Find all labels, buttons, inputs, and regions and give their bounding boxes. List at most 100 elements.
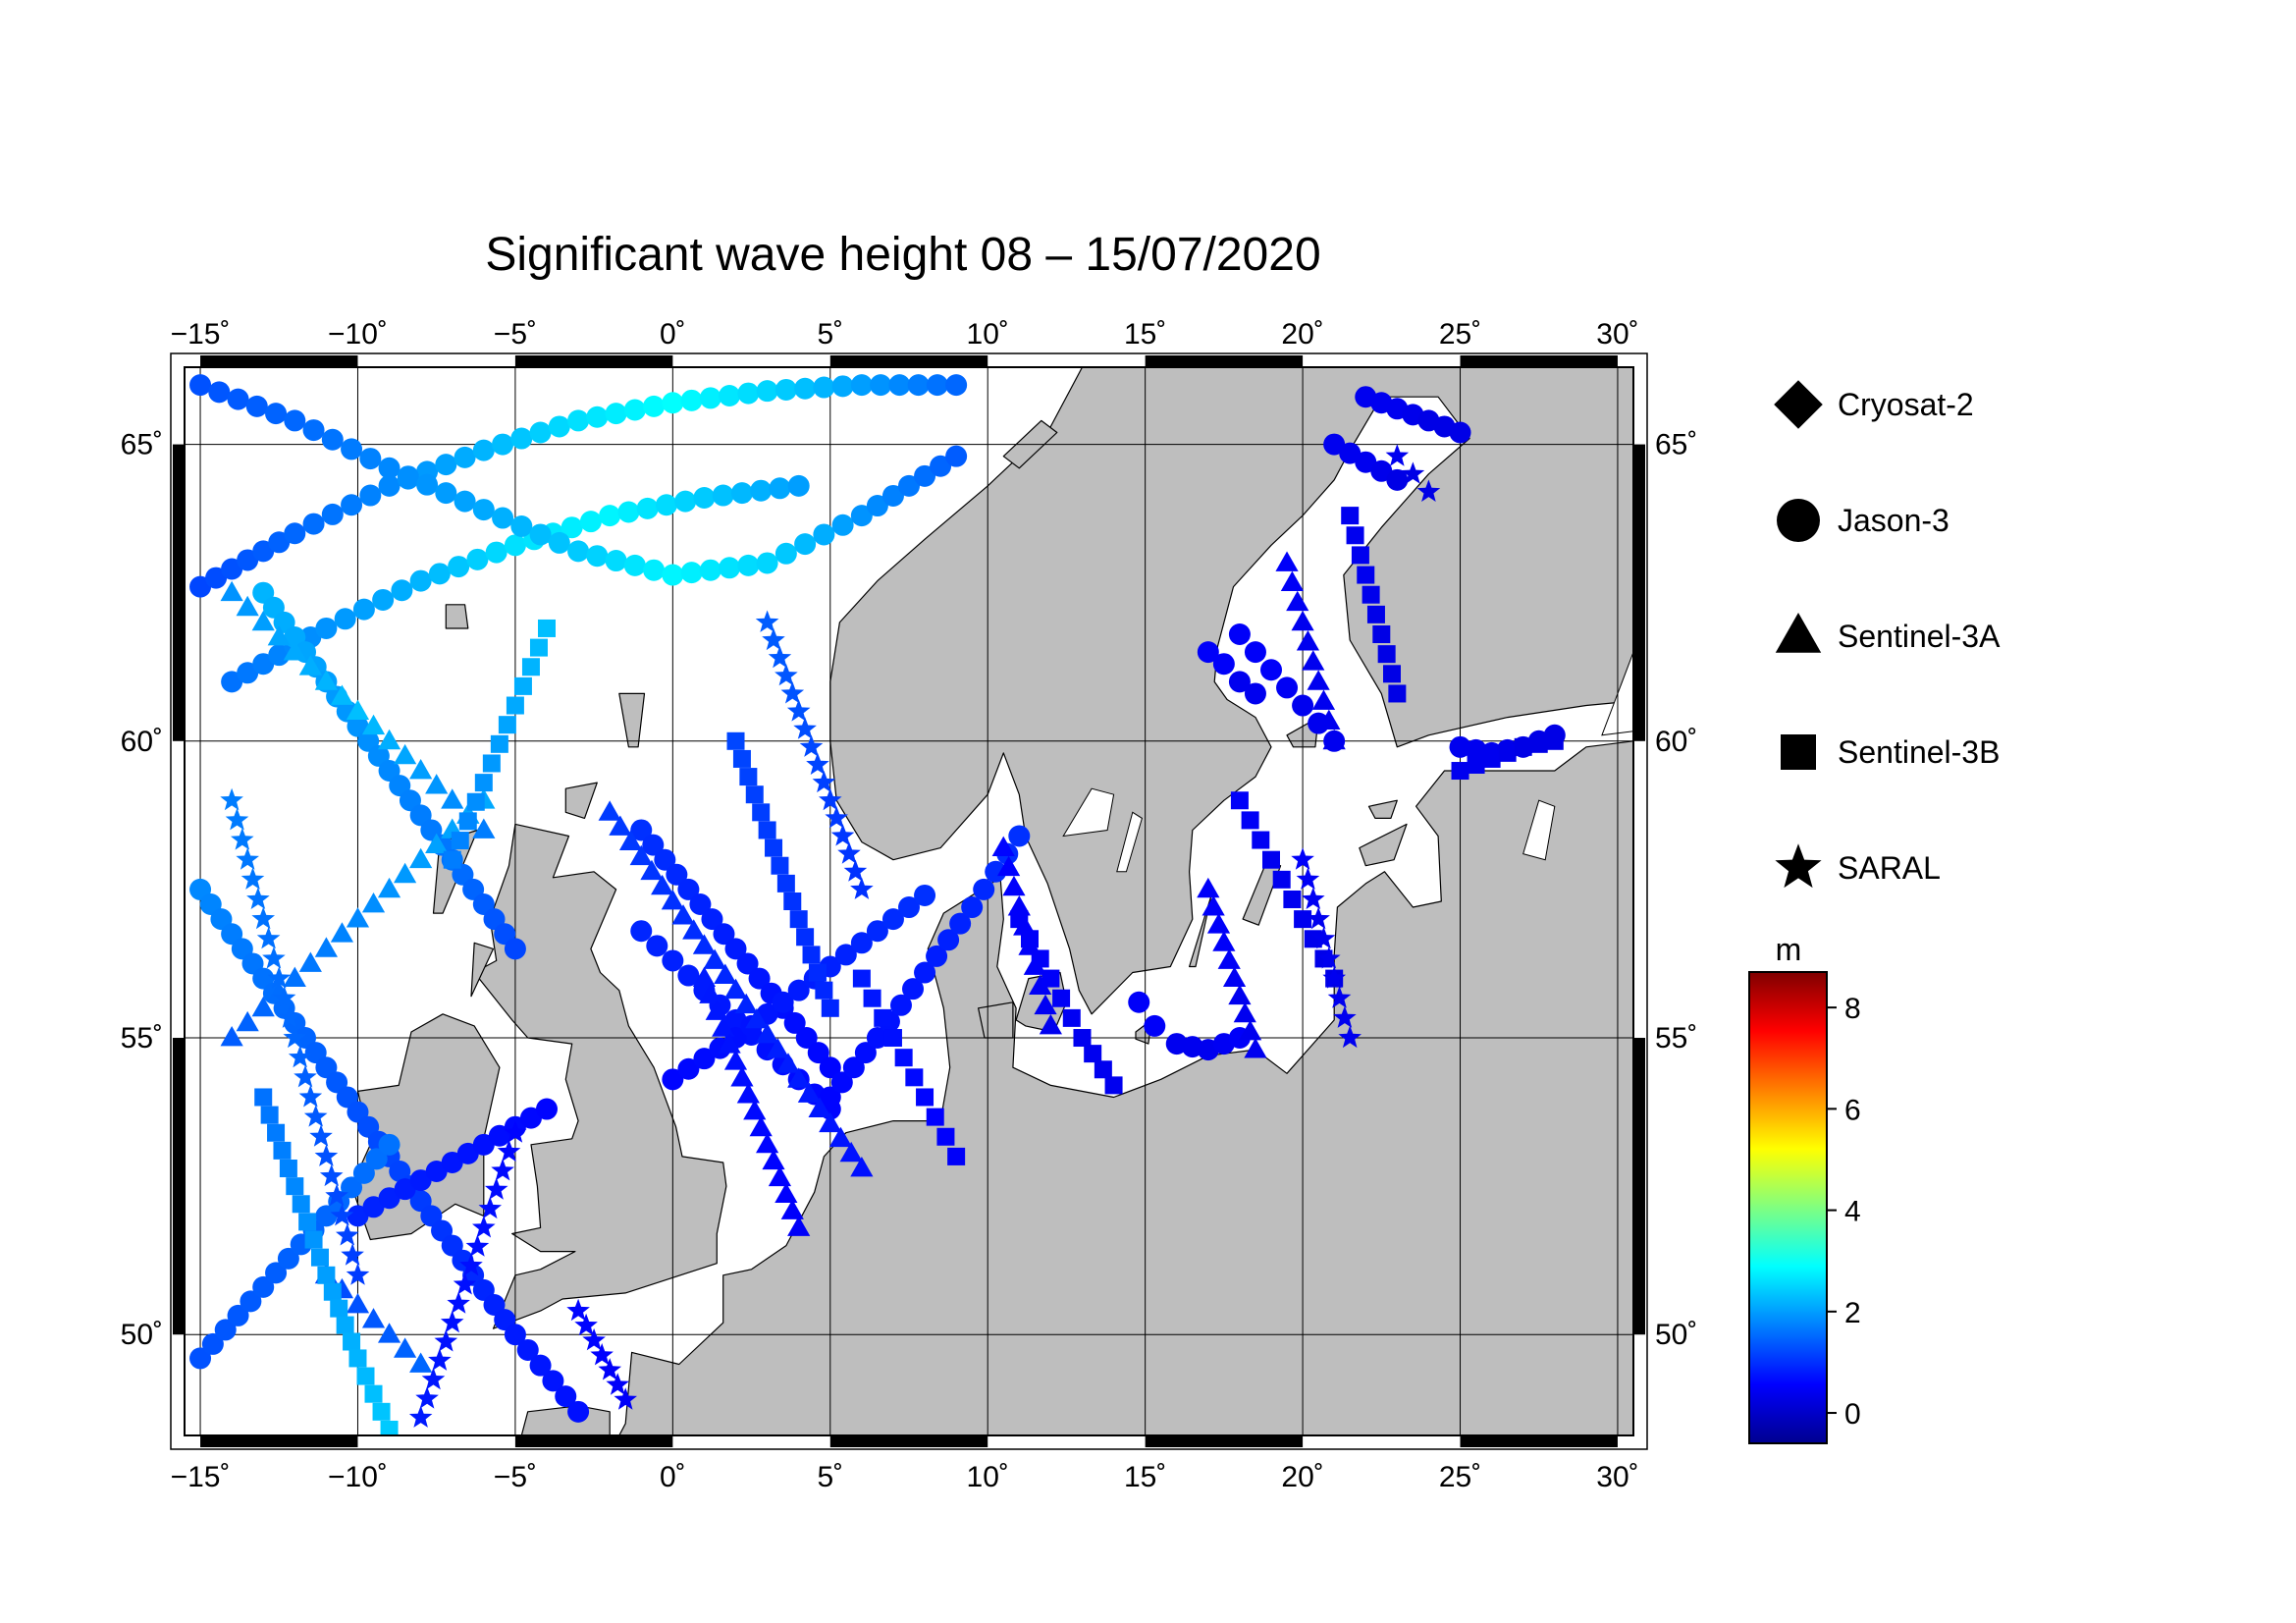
- data-point: [719, 385, 741, 407]
- data-point: [346, 699, 370, 720]
- data-point: [870, 374, 892, 397]
- data-point: [787, 1216, 811, 1236]
- data-point: [599, 505, 621, 527]
- data-point: [1291, 847, 1314, 870]
- data-point: [458, 812, 477, 831]
- data-point: [837, 841, 861, 864]
- data-point: [298, 1213, 317, 1231]
- colorbar-tick-label: 0: [1844, 1398, 1861, 1431]
- data-point: [283, 1025, 307, 1049]
- data-point: [1201, 895, 1225, 916]
- data-point: [945, 445, 968, 467]
- data-point: [1228, 671, 1251, 693]
- data-point: [1545, 731, 1564, 750]
- data-point: [1104, 1076, 1123, 1095]
- data-point: [346, 1293, 370, 1314]
- data-point: [813, 523, 835, 546]
- data-point: [642, 834, 665, 856]
- data-point: [730, 482, 753, 505]
- data-point: [1296, 630, 1320, 651]
- data-point: [734, 993, 758, 1014]
- data-point: [428, 563, 451, 585]
- data-point: [1252, 831, 1270, 849]
- data-point: [854, 1042, 877, 1064]
- data-point: [516, 1338, 539, 1361]
- colorbar-ticks: 0 2 4 6 8: [1827, 993, 1861, 1431]
- legend-item-jason-3: Jason-3: [1777, 499, 1949, 542]
- data-point: [454, 490, 476, 513]
- data-point: [765, 839, 783, 857]
- frame-outline: [170, 352, 1648, 1450]
- data-point: [542, 1370, 564, 1392]
- data-point: [240, 1290, 262, 1313]
- data-point: [1031, 949, 1049, 968]
- data-point: [654, 848, 676, 871]
- data-point: [783, 893, 802, 910]
- data-point: [380, 1420, 399, 1435]
- data-point: [651, 874, 674, 895]
- data-point: [334, 608, 356, 630]
- circle-marker-icon: [1777, 499, 1820, 542]
- data-point: [793, 717, 817, 739]
- data-point: [661, 890, 684, 910]
- data-point: [1304, 930, 1322, 948]
- data-point: [1401, 461, 1425, 484]
- data-point: [1280, 570, 1304, 592]
- data-point: [712, 484, 734, 507]
- data-point: [208, 381, 231, 404]
- data-point: [768, 645, 792, 669]
- data-point: [914, 884, 936, 906]
- data-point: [1302, 887, 1325, 909]
- data-point: [629, 844, 653, 866]
- data-point: [640, 859, 664, 881]
- frame-segment: [514, 355, 673, 367]
- data-point: [408, 1405, 433, 1428]
- data-point: [1002, 875, 1026, 896]
- data-point: [815, 981, 833, 1000]
- data-point: [1039, 1013, 1062, 1035]
- data-point: [504, 1324, 526, 1346]
- data-point: [888, 374, 911, 397]
- data-point: [227, 388, 249, 410]
- data-point: [409, 1169, 432, 1192]
- colorbar-tick-label: 6: [1844, 1094, 1861, 1126]
- data-point: [538, 619, 556, 637]
- legend-label: Cryosat-2: [1838, 387, 1974, 422]
- data-point: [309, 1124, 333, 1147]
- data-point: [319, 1163, 344, 1187]
- data-point: [677, 878, 700, 900]
- data-point: [586, 406, 609, 428]
- data-point: [189, 1347, 212, 1370]
- data-point: [756, 1132, 779, 1154]
- data-point: [466, 548, 489, 570]
- data-point: [268, 644, 291, 667]
- data-point: [881, 484, 904, 507]
- data-point: [346, 1263, 370, 1285]
- data-point: [415, 1386, 439, 1409]
- data-point: [1217, 948, 1241, 969]
- data-point: [394, 1178, 416, 1201]
- data-point: [703, 948, 726, 969]
- data-point: [451, 832, 469, 850]
- data-point: [490, 734, 508, 753]
- data-point: [723, 978, 748, 1000]
- data-point: [341, 1243, 364, 1266]
- data-point: [409, 847, 433, 869]
- data-point: [361, 1308, 386, 1328]
- data-point: [819, 1111, 842, 1133]
- data-point: [1317, 947, 1341, 969]
- data-point: [898, 474, 920, 497]
- data-point: [298, 951, 322, 972]
- lon-tick-label-bottom: 10˚: [967, 1461, 1009, 1493]
- frame-segment: [1460, 1435, 1618, 1447]
- data-point: [284, 409, 306, 432]
- lat-tick-label-left: 50˚: [121, 1319, 163, 1351]
- frame-segment: [1145, 1435, 1304, 1447]
- data-point: [1357, 566, 1375, 584]
- data-point: [566, 1298, 590, 1322]
- legend-label: Sentinel-3B: [1838, 734, 2000, 770]
- data-point: [330, 1204, 354, 1226]
- data-point: [1322, 729, 1346, 750]
- data-point: [278, 1005, 301, 1028]
- data-point: [245, 395, 268, 417]
